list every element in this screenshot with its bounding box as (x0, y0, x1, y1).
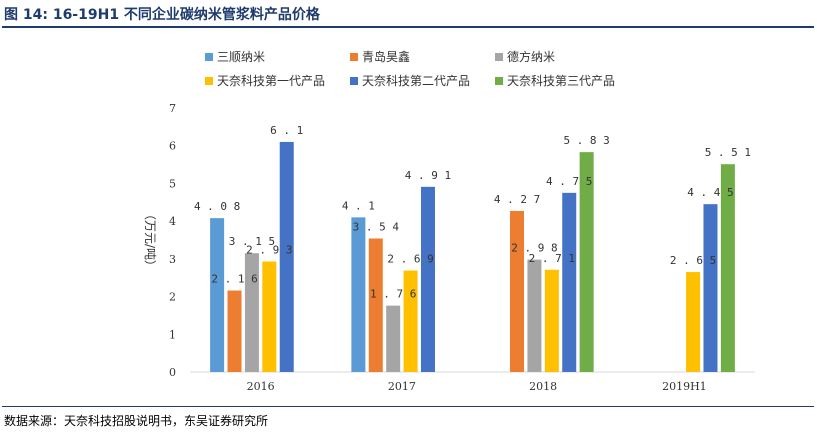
x-tick-label: 2019H1 (662, 380, 707, 393)
bar (227, 290, 242, 372)
bar (244, 253, 259, 372)
y-tick-label: 3 (169, 253, 176, 266)
x-tick-label: 2017 (388, 380, 416, 393)
data-label: 2 . 9 3 (246, 244, 292, 257)
bar (210, 218, 225, 372)
bar (368, 238, 383, 372)
bar (544, 269, 559, 372)
legend-label: 天奈科技第二代产品 (362, 74, 470, 88)
y-tick-label: 6 (169, 140, 176, 153)
data-label: 3 . 5 4 (353, 220, 400, 233)
bar (720, 164, 735, 372)
x-axis-ticks: 2016 2017 2018 2019H1 (247, 380, 707, 393)
bar (703, 204, 718, 372)
bar (403, 270, 418, 372)
data-label: 1 . 7 6 (370, 288, 416, 301)
bar (579, 152, 594, 372)
y-tick-label: 2 (169, 291, 176, 304)
y-tick-label: 1 (169, 328, 176, 341)
bar (510, 210, 525, 372)
data-label: 4 . 1 (342, 199, 375, 212)
source-note: 数据来源：天奈科技招股说明书，东吴证券研究所 (4, 414, 269, 428)
legend-swatch (350, 53, 358, 61)
legend-label: 青岛昊鑫 (362, 49, 410, 64)
bar (262, 261, 277, 372)
bar (562, 192, 577, 372)
data-label: 2 . 6 5 (670, 254, 716, 267)
figure-title: 图 14: 16-19H1 不同企业碳纳米管浆料产品价格 (4, 7, 320, 23)
data-label: 2 . 1 6 (211, 273, 257, 286)
legend-swatch (205, 77, 213, 85)
data-label: 2 . 6 9 (387, 253, 433, 266)
y-tick-label: 4 (169, 215, 176, 228)
x-tick-label: 2018 (529, 380, 557, 393)
legend-label: 三顺纳米 (217, 50, 265, 64)
bar (686, 272, 701, 372)
legend-label: 天奈科技第一代产品 (217, 74, 325, 88)
legend-swatch (495, 77, 503, 85)
data-label: 4 . 9 1 (405, 169, 451, 182)
bar (279, 141, 294, 372)
footer-rule (2, 406, 814, 407)
x-tick-label: 2016 (247, 380, 275, 393)
legend-swatch (350, 77, 358, 85)
y-tick-label: 0 (169, 366, 176, 379)
data-label: 5 . 5 1 (705, 146, 751, 159)
data-label: 6 . 1 (270, 124, 303, 137)
bar (527, 259, 542, 372)
data-labels: 4 . 0 8 2 . 1 6 3 . 1 52 . 9 3 6 . 1 4 . 1 3 … (194, 124, 751, 301)
data-label: 2 . 9 8 (511, 242, 557, 255)
y-axis-label: （万元/吨） (143, 208, 157, 272)
data-label: 3 . 1 5 (229, 235, 275, 248)
bar (420, 186, 435, 372)
bar (351, 217, 366, 372)
data-label: 4 . 7 5 (546, 175, 592, 188)
legend-label: 德方纳米 (507, 49, 555, 64)
legend-label: 天奈科技第三代产品 (507, 74, 615, 88)
bars (210, 141, 735, 372)
y-tick-label: 5 (169, 177, 176, 190)
bar (386, 305, 401, 372)
legend-swatch (205, 53, 213, 61)
legend-swatch (495, 53, 503, 61)
data-label: 2 . 7 1 (529, 252, 575, 265)
data-label: 4 . 4 5 (687, 186, 733, 199)
data-label: 4 . 0 8 (194, 200, 240, 213)
y-axis-ticks: 0 1 2 3 4 5 6 7 (169, 102, 176, 379)
data-label: 4 . 2 7 (494, 193, 540, 206)
title-rule (2, 26, 814, 28)
y-tick-label: 7 (169, 102, 176, 115)
data-label: 5 . 8 3 (563, 134, 609, 147)
